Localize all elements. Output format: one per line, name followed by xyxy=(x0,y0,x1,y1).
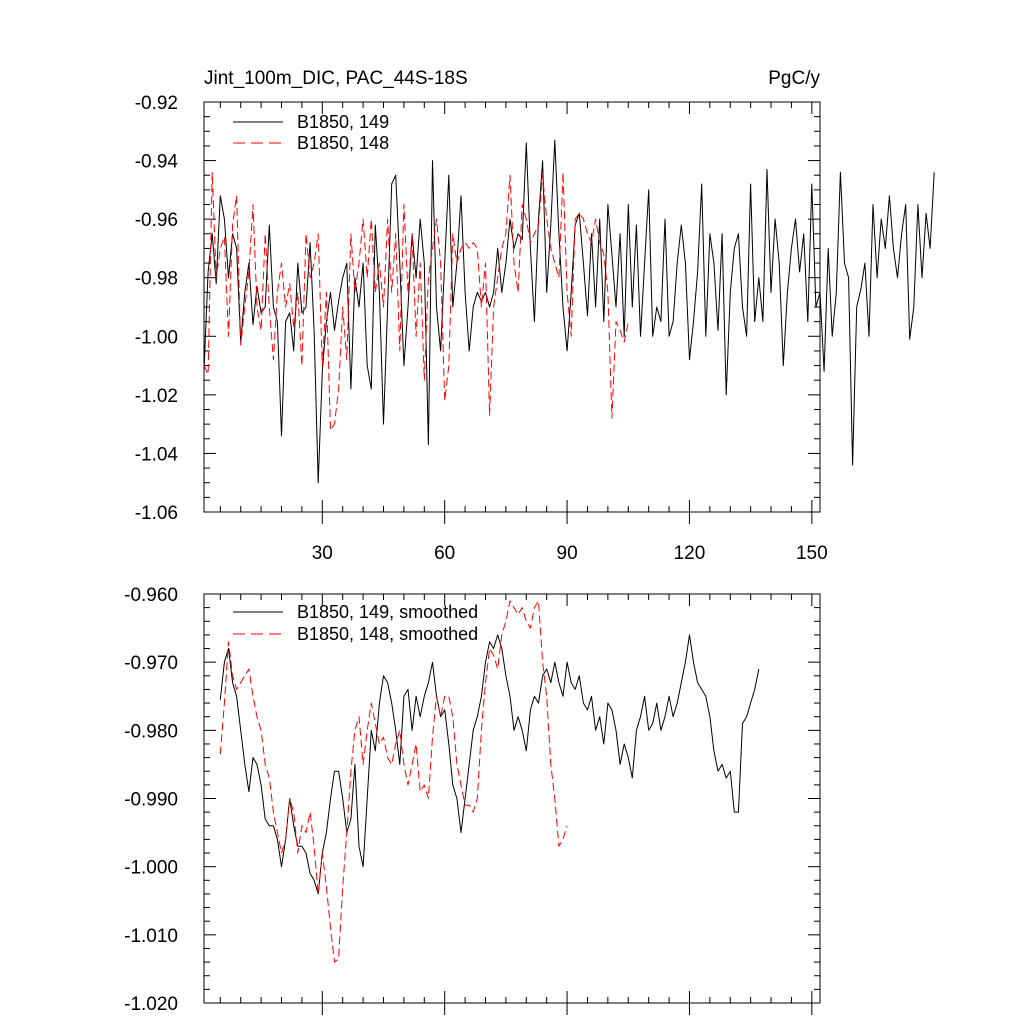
legend-label-148: B1850, 148 xyxy=(297,133,389,153)
x-tick-label: 90 xyxy=(557,543,578,564)
bottom-legend: B1850, 149, smoothed B1850, 148, smoothe… xyxy=(233,602,478,644)
chart-title-left: Jint_100m_DIC, PAC_44S-18S xyxy=(204,68,468,89)
y-tick-label: -0.990 xyxy=(124,790,178,811)
legend-label-149-smoothed: B1850, 149, smoothed xyxy=(297,602,478,622)
series-line-b1850-149-smoothed xyxy=(219,634,760,895)
y-tick-label: -0.96 xyxy=(135,210,178,231)
x-tick-label: 60 xyxy=(434,543,455,564)
y-tick-label: -1.020 xyxy=(124,994,178,1015)
axes-panel-1: -1.020 -1.010 -1.000 -0.990 -0.980 -0.970 -0.9… xyxy=(124,585,821,1015)
x-tick-label: 30 xyxy=(312,543,333,564)
y-tick-label: -0.970 xyxy=(124,653,178,674)
y-tick-label: -0.94 xyxy=(135,152,179,173)
legend-label-148-smoothed: B1850, 148, smoothed xyxy=(297,624,478,644)
y-tick-label: -0.98 xyxy=(135,269,178,290)
series-line-b1850-148-smoothed xyxy=(219,600,568,963)
top-panel: -1.06 -1.04 -1.02 -1.00 -0.98 -0.96 -0.94 -0.92… xyxy=(135,68,935,564)
y-tick-label: -1.00 xyxy=(135,327,178,348)
y-tick-label: -0.980 xyxy=(124,721,178,742)
y-tick-label: -1.000 xyxy=(124,858,178,879)
chart-title-right-units: PgC/y xyxy=(768,68,820,89)
y-tick-label: -1.06 xyxy=(135,503,178,524)
legend-label-149: B1850, 149 xyxy=(297,112,389,132)
x-tick-label: 150 xyxy=(796,543,828,564)
top-legend: B1850, 149 B1850, 148 xyxy=(233,112,389,153)
bottom-panel: -1.020 -1.010 -1.000 -0.990 -0.980 -0.970 -0.9… xyxy=(124,585,821,1015)
x-tick-label: 120 xyxy=(674,543,706,564)
y-tick-label: -1.04 xyxy=(135,444,179,465)
plot-frame xyxy=(203,593,821,1004)
y-tick-label: -0.92 xyxy=(135,93,178,114)
series-line-b1850-148 xyxy=(203,171,629,431)
y-tick-label: -0.960 xyxy=(124,585,178,606)
axes-panel-0: -1.06 -1.04 -1.02 -1.00 -0.98 -0.96 -0.94 -0.92… xyxy=(135,93,935,564)
y-tick-label: -1.010 xyxy=(124,926,178,947)
series-line-b1850-149 xyxy=(203,139,935,484)
y-tick-label: -1.02 xyxy=(135,386,178,407)
